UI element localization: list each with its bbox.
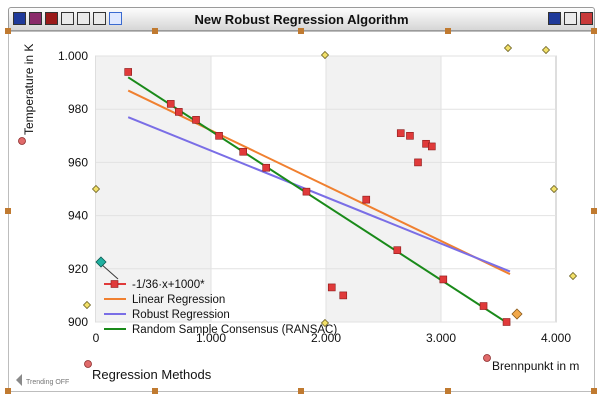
selection-handle[interactable]	[320, 50, 330, 60]
plot-band	[96, 56, 211, 322]
open-icon[interactable]	[564, 12, 577, 25]
data-point[interactable]	[302, 187, 311, 196]
data-point[interactable]	[124, 68, 132, 76]
regression-line[interactable]	[127, 116, 511, 273]
y-tick-label: 1.000	[58, 49, 88, 63]
data-point[interactable]	[479, 302, 488, 310]
chart-footer-label: Regression Methods	[92, 367, 212, 382]
regression-line[interactable]	[127, 89, 511, 276]
selection-handle[interactable]	[82, 300, 92, 310]
pin-icon[interactable]	[483, 354, 491, 362]
resize-handle[interactable]	[298, 388, 304, 394]
selection-handle[interactable]	[568, 271, 578, 281]
close-icon[interactable]	[580, 12, 593, 25]
y-tick-label: 980	[68, 102, 88, 116]
trend-icon[interactable]	[77, 12, 90, 25]
pin-icon[interactable]	[18, 137, 26, 145]
legend-label[interactable]: Robust Regression	[132, 309, 230, 321]
pin-icon[interactable]	[84, 360, 92, 368]
data-point[interactable]	[414, 158, 422, 167]
y-tick-label: 960	[68, 155, 88, 169]
data-point[interactable]	[362, 195, 371, 204]
y-tick-label: 920	[68, 262, 88, 276]
data-point[interactable]	[396, 129, 405, 137]
grid-icon[interactable]	[61, 12, 74, 25]
selection-handle[interactable]	[503, 43, 513, 53]
trending-icon[interactable]	[16, 374, 22, 386]
legend-label[interactable]: -1/36·x+1000*	[132, 279, 205, 291]
selection-handle[interactable]	[549, 184, 559, 194]
y-axis-label: Temperature in K	[22, 44, 36, 135]
y-tick-label: 940	[68, 209, 88, 223]
fit-icon[interactable]	[109, 12, 122, 25]
save-icon[interactable]	[548, 12, 561, 25]
data-point[interactable]	[406, 132, 414, 140]
legend-marker	[110, 280, 119, 288]
title-bar: New Robust Regression Algorithm	[8, 7, 595, 31]
data-point[interactable]	[427, 142, 436, 151]
legend-label[interactable]: Linear Regression	[132, 294, 225, 306]
data-point[interactable]	[192, 116, 200, 124]
annotation-pin-icon[interactable]	[95, 256, 107, 268]
export-icon[interactable]	[45, 12, 58, 25]
data-point[interactable]	[175, 108, 183, 116]
data-point[interactable]	[215, 132, 223, 140]
selection-handle[interactable]	[91, 184, 101, 194]
print-icon[interactable]	[29, 12, 42, 25]
annotation-pointer	[100, 263, 119, 280]
resize-handle[interactable]	[152, 28, 158, 34]
resize-handle[interactable]	[591, 388, 597, 394]
x-tick-label: 4.000	[541, 331, 571, 345]
resize-handle[interactable]	[591, 208, 597, 214]
resize-handle[interactable]	[5, 388, 11, 394]
window-icon[interactable]	[13, 12, 26, 25]
data-point[interactable]	[262, 163, 271, 172]
resize-handle[interactable]	[5, 28, 11, 34]
x-axis-label: Brennpunkt in m	[492, 359, 579, 373]
plot-band	[326, 56, 441, 322]
resize-handle[interactable]	[298, 28, 304, 34]
data-point[interactable]	[339, 291, 348, 300]
data-point[interactable]	[327, 283, 336, 292]
resize-handle[interactable]	[445, 28, 451, 34]
y-tick-label: 900	[68, 315, 88, 329]
trending-toggle[interactable]: Trending OFF	[26, 379, 69, 386]
data-point[interactable]	[393, 246, 402, 254]
data-point[interactable]	[502, 318, 511, 326]
x-tick-label: 3.000	[426, 331, 456, 345]
resize-handle[interactable]	[591, 28, 597, 34]
data-point[interactable]	[166, 100, 175, 108]
data-point[interactable]	[439, 275, 448, 284]
x-tick-label: 0	[93, 331, 100, 345]
x-tick-label: 1.000	[196, 331, 226, 345]
resize-handle[interactable]	[445, 388, 451, 394]
annotation-marker-icon[interactable]	[511, 308, 523, 320]
resize-handle[interactable]	[152, 388, 158, 394]
window-title: New Robust Regression Algorithm	[194, 12, 409, 27]
settings-icon[interactable]	[93, 12, 106, 25]
legend-label[interactable]: Random Sample Consensus (RANSAC)	[132, 324, 337, 336]
selection-handle[interactable]	[541, 45, 551, 55]
resize-handle[interactable]	[5, 208, 11, 214]
selection-handle[interactable]	[320, 318, 330, 328]
data-point[interactable]	[239, 147, 247, 156]
x-tick-label: 2.000	[311, 331, 341, 345]
regression-line[interactable]	[127, 76, 511, 326]
